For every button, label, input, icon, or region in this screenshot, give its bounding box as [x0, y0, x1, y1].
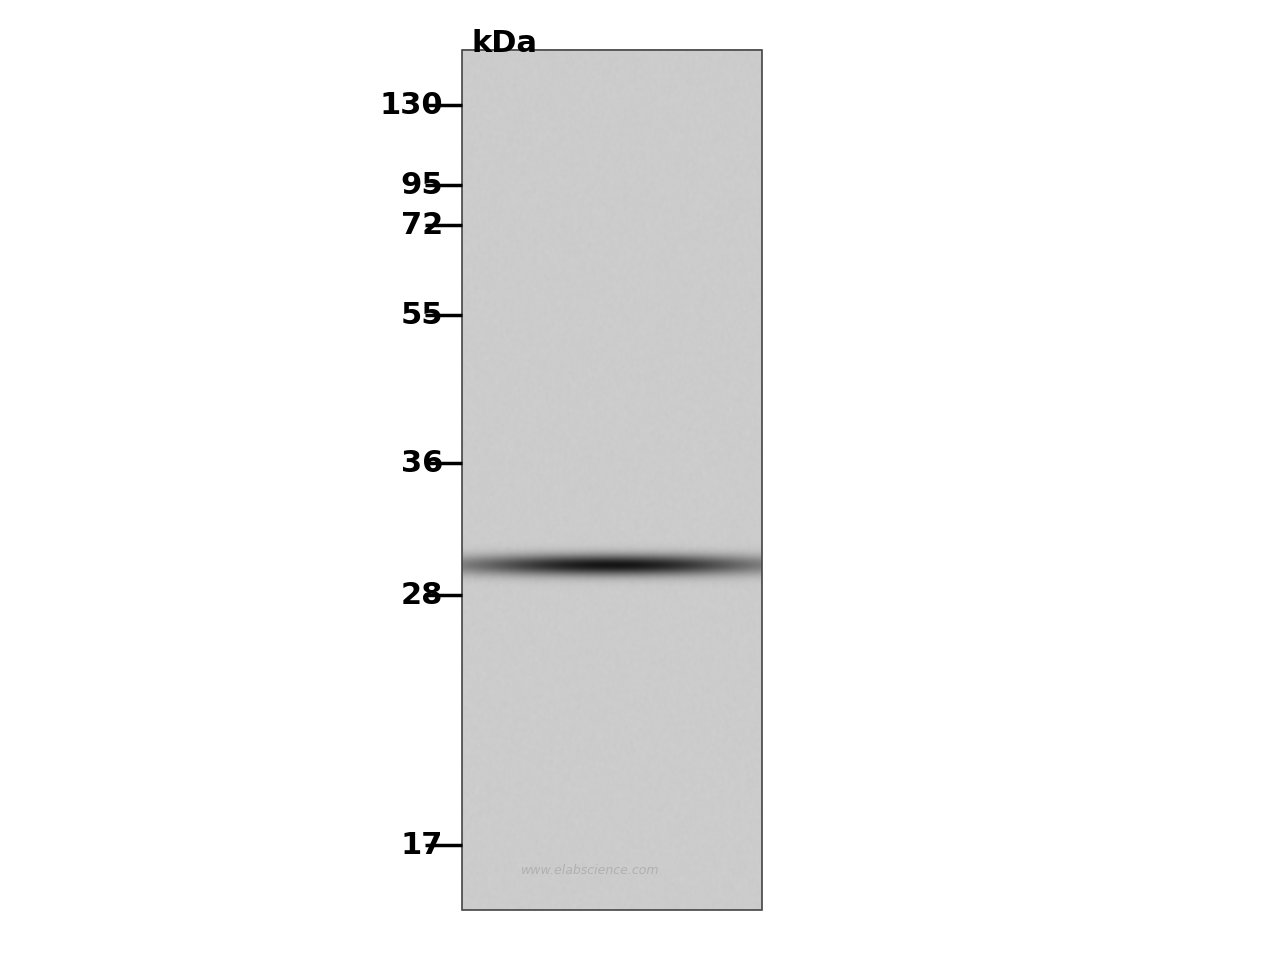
Text: 17: 17: [401, 831, 443, 860]
Bar: [462, 50, 762, 910]
Text: 130: 130: [379, 91, 443, 119]
Text: 28: 28: [401, 581, 443, 609]
Text: 72: 72: [401, 210, 443, 240]
Text: 36: 36: [401, 449, 443, 478]
Text: kDa: kDa: [472, 29, 538, 58]
Text: 55: 55: [401, 301, 443, 329]
Text: www.elabscience.com: www.elabscience.com: [521, 863, 659, 877]
Text: 95: 95: [401, 171, 443, 200]
